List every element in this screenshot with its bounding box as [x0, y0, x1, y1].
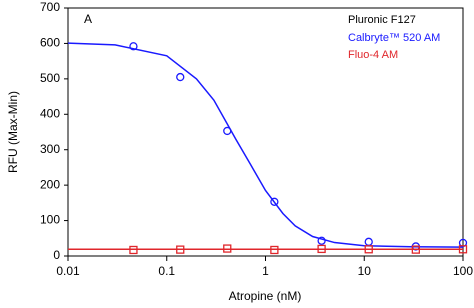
y-tick-label: 200: [40, 177, 60, 191]
x-tick-label: 1: [262, 264, 269, 278]
legend-entry: Fluo-4 AM: [348, 49, 398, 61]
data-point: [176, 245, 185, 254]
data-point: [223, 244, 232, 253]
y-tick-label: 300: [40, 142, 60, 156]
data-point: [317, 244, 326, 254]
fit-curve: [67, 42, 464, 248]
y-tick-label: 0: [53, 248, 60, 262]
plot-frame: [67, 7, 464, 257]
y-axis-label: RFU (Max-Min): [6, 91, 20, 173]
data-point: [411, 245, 420, 254]
data-point: [270, 245, 279, 255]
y-tick-label: 400: [40, 106, 60, 120]
x-tick-label: 10: [358, 264, 372, 278]
data-point: [129, 245, 138, 255]
x-tick-label: 0.1: [158, 264, 175, 278]
legend-entry: Calbryte™ 520 AM: [348, 32, 440, 44]
legend-title: Pluronic F127: [348, 14, 416, 26]
y-tick-label: 700: [40, 0, 60, 14]
y-tick-label: 600: [40, 36, 60, 50]
x-tick-label: 100: [453, 264, 473, 278]
x-axis-label: Atropine (nM): [229, 289, 302, 303]
data-point: [129, 42, 138, 51]
data-point: [270, 197, 279, 206]
x-tick-label: 0.01: [56, 264, 80, 278]
data-point: [458, 245, 468, 254]
data-point: [176, 72, 185, 82]
data-point: [364, 237, 373, 246]
data-point: [223, 126, 232, 136]
y-tick-label: 500: [40, 71, 60, 85]
panel-label: A: [84, 12, 92, 26]
data-point: [364, 245, 373, 254]
y-tick-label: 100: [40, 213, 60, 227]
data-point: [317, 236, 326, 245]
